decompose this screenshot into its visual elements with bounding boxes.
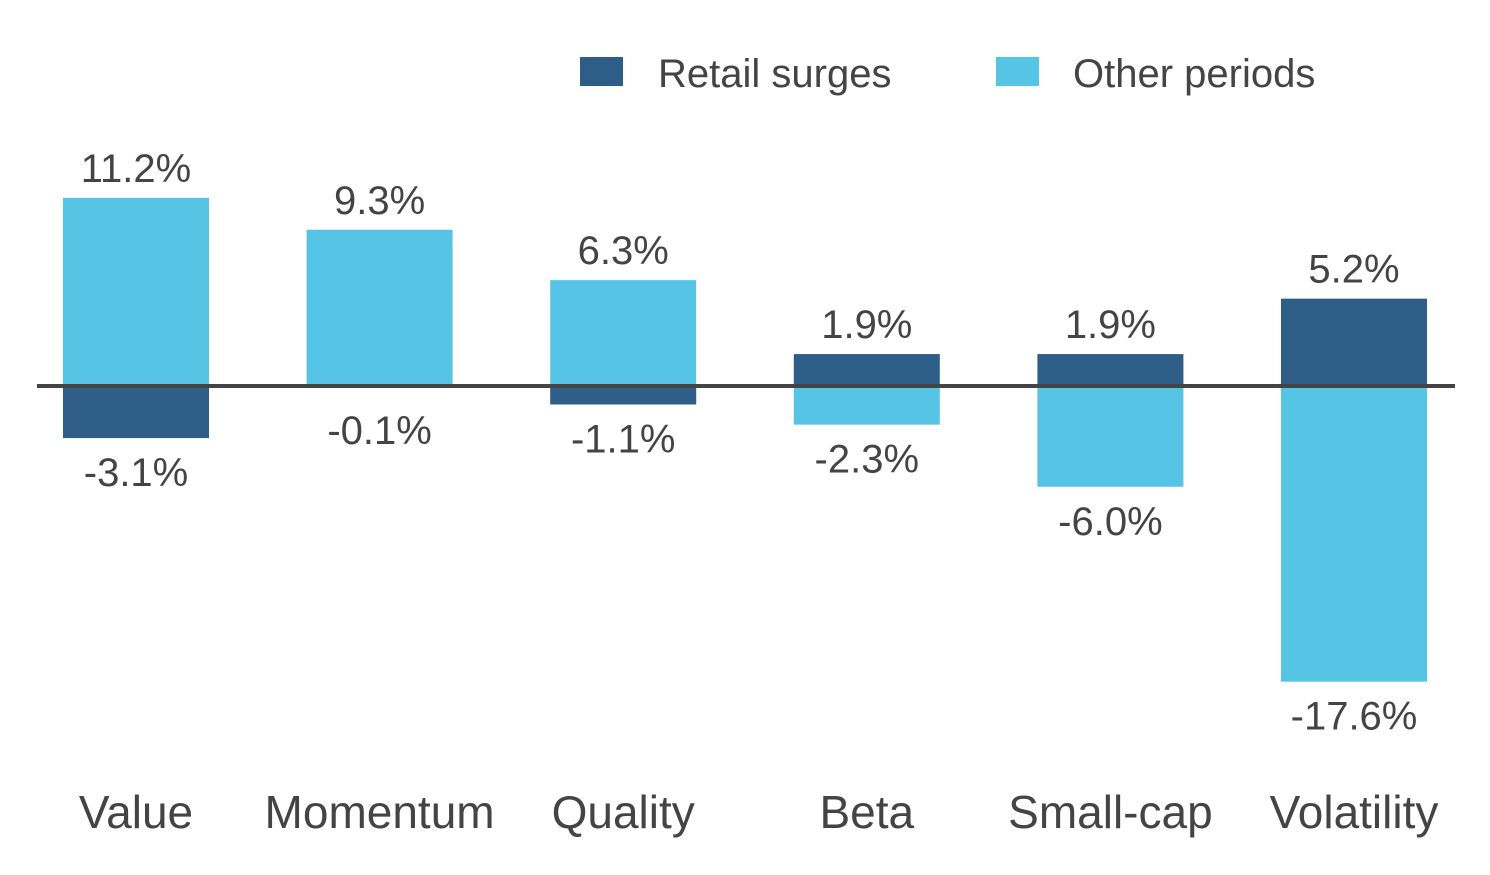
legend: Retail surges Other periods (580, 52, 1315, 96)
value-label-top: 11.2% (81, 147, 191, 191)
legend-label: Other periods (1073, 52, 1315, 96)
bar-beta-series-1 (793, 386, 940, 425)
bar-small-cap-series-1 (1037, 386, 1184, 487)
bar-quality-series-0 (550, 386, 697, 405)
bar-volatility-series-0 (1281, 298, 1427, 386)
bar-momentum-series-1 (306, 229, 453, 386)
category-label: Value (79, 786, 193, 838)
value-label-top: 1.9% (1065, 303, 1156, 347)
bars (63, 197, 1427, 682)
category-label: Small-cap (1008, 786, 1213, 838)
value-label-bottom: -3.1% (84, 451, 189, 495)
category-label: Beta (819, 786, 914, 838)
category-labels: Value Momentum Quality Beta Small-cap Volatil… (79, 786, 1439, 838)
bar-volatility-series-1 (1281, 386, 1427, 682)
legend-swatch (580, 57, 623, 86)
category-label: Momentum (265, 786, 495, 838)
value-label-bottom: -2.3% (815, 438, 920, 482)
value-label-top: 9.3% (334, 179, 425, 223)
bar-beta-series-0 (793, 354, 940, 386)
bar-value-series-1 (63, 197, 209, 386)
legend-swatch (996, 57, 1039, 86)
value-label-bottom: -0.1% (327, 409, 432, 453)
bar-small-cap-series-0 (1037, 354, 1184, 386)
value-label-top: 1.9% (821, 303, 912, 347)
value-label-bottom: -1.1% (571, 417, 676, 461)
bar-quality-series-1 (550, 280, 697, 386)
value-label-top: 5.2% (1308, 248, 1399, 292)
value-labels: 11.2% -3.1% 9.3% -0.1% 6.3% -1.1% 1.9% -2.3% 1.9… (81, 147, 1418, 739)
bar-value-series-0 (63, 386, 209, 439)
legend-label: Retail surges (658, 52, 891, 96)
value-label-bottom: -17.6% (1291, 695, 1418, 739)
category-label: Quality (552, 786, 695, 838)
value-label-top: 6.3% (578, 229, 669, 273)
value-label-bottom: -6.0% (1058, 500, 1163, 544)
category-label: Volatility (1270, 786, 1439, 838)
